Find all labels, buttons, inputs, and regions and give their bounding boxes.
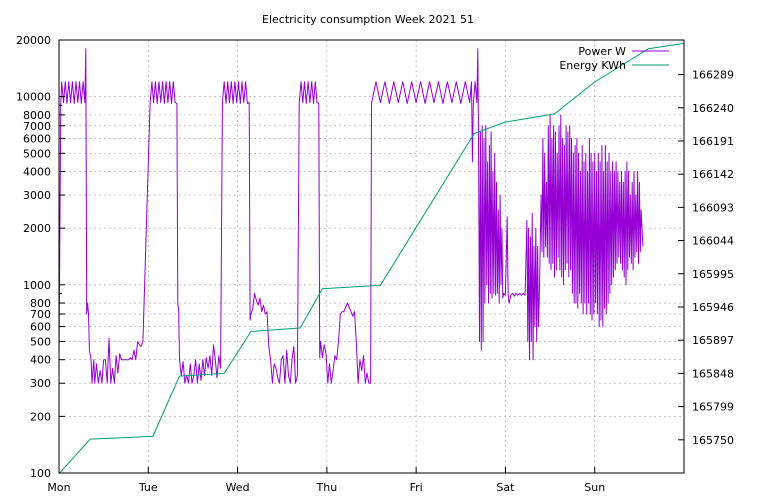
x-tick-label: Fri xyxy=(410,481,423,494)
legend-label: Energy KWh xyxy=(559,59,626,72)
y2-tick-label: 166191 xyxy=(692,135,734,148)
series-line-power-w xyxy=(58,48,644,384)
y-tick-label: 300 xyxy=(30,377,51,390)
y-tick-label: 2000 xyxy=(23,222,51,235)
y-tick-label: 6000 xyxy=(23,132,51,145)
x-tick-label: Wed xyxy=(226,481,250,494)
y-tick-label: 10000 xyxy=(16,91,51,104)
y2-tick-label: 165848 xyxy=(692,367,734,380)
y-tick-label: 400 xyxy=(30,354,51,367)
y-tick-label: 200 xyxy=(30,410,51,423)
y-tick-label: 500 xyxy=(30,335,51,348)
y-tick-label: 700 xyxy=(30,308,51,321)
y-tick-label: 7000 xyxy=(23,120,51,133)
y2-tick-label: 165799 xyxy=(692,401,734,414)
y2-tick-label: 165750 xyxy=(692,434,734,447)
x-tick-label: Tue xyxy=(138,481,158,494)
y-tick-label: 800 xyxy=(30,297,51,310)
y2-tick-label: 166044 xyxy=(692,235,734,248)
y-tick-label: 4000 xyxy=(23,166,51,179)
plot-frame xyxy=(58,39,685,474)
x-tick-label: Sun xyxy=(584,481,605,494)
y2-tick-label: 166142 xyxy=(692,168,734,181)
y-tick-label: 8000 xyxy=(23,109,51,122)
legend-label: Power W xyxy=(578,45,626,58)
y-tick-label: 600 xyxy=(30,321,51,334)
y2-tick-label: 166093 xyxy=(692,201,734,214)
y-tick-label: 5000 xyxy=(23,147,51,160)
y2-tick-label: 165897 xyxy=(692,334,734,347)
series-line-energy-kwh xyxy=(58,42,685,475)
y-tick-label: 1000 xyxy=(23,279,51,292)
x-tick-label: Mon xyxy=(47,481,70,494)
chart-title: Electricity consumption Week 2021 51 xyxy=(262,13,474,26)
x-tick-label: Thu xyxy=(316,481,338,494)
plot-area xyxy=(58,42,685,475)
y-tick-label: 20000 xyxy=(16,34,51,47)
y2-tick-label: 166289 xyxy=(692,69,734,82)
y-tick-label: 3000 xyxy=(23,189,51,202)
y2-tick-label: 166240 xyxy=(692,102,734,115)
y2-tick-label: 165946 xyxy=(692,301,734,314)
y2-tick-label: 165995 xyxy=(692,268,734,281)
y-tick-label: 100 xyxy=(30,467,51,480)
x-tick-label: Sat xyxy=(496,481,515,494)
